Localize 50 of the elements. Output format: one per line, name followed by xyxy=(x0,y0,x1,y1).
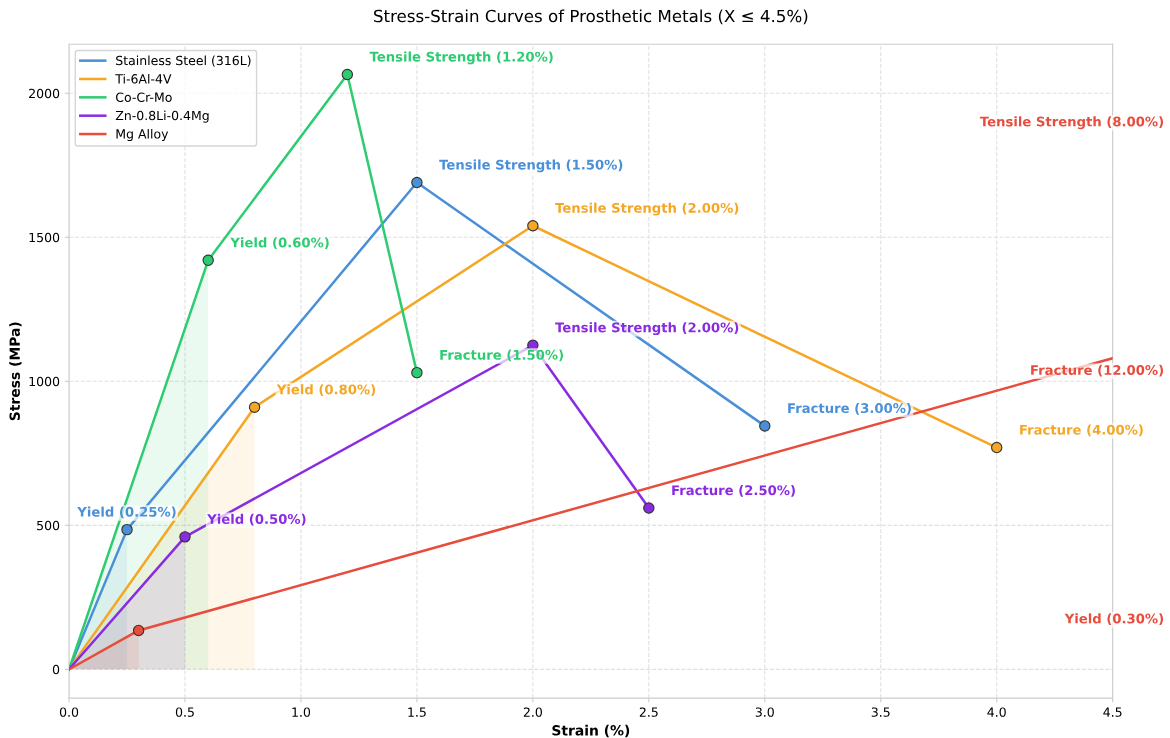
annotation: Tensile Strength (1.20%) xyxy=(369,51,553,65)
y-tick-label: 2000 xyxy=(29,88,60,99)
annotation: Tensile Strength (2.00%) xyxy=(555,322,739,336)
point xyxy=(759,420,771,432)
point xyxy=(411,366,423,379)
y-tick-label: 0 xyxy=(52,664,60,675)
point xyxy=(643,502,655,514)
annotation: Yield (0.30%) xyxy=(1064,613,1164,626)
legend-label: Ti-6Al-4V xyxy=(115,73,172,84)
x-tick-label: 1.0 xyxy=(292,707,311,717)
annotation: Tensile Strength (2.00%) xyxy=(555,202,739,216)
annotation: Yield (0.80%) xyxy=(276,384,376,396)
annotation: Fracture (2.50%) xyxy=(672,485,795,497)
annotation: Fracture (1.50%) xyxy=(440,349,563,362)
x-tick-label: 4.0 xyxy=(987,707,1006,717)
annotation: Fracture (12.00%) xyxy=(1031,364,1164,377)
annotation: Tensile Strength (1.50%) xyxy=(439,159,623,173)
y-tick-label: 1500 xyxy=(29,232,60,243)
point xyxy=(179,531,191,543)
point xyxy=(202,254,214,267)
legend-label: Stainless Steel (316L) xyxy=(116,55,251,67)
legend-label: Mg Alloy xyxy=(116,128,169,142)
point xyxy=(991,441,1003,454)
point xyxy=(341,68,354,81)
annotation: Yield (0.50%) xyxy=(207,513,306,526)
legend-label: Zn-0.8Li-0.4Mg xyxy=(115,110,209,123)
point xyxy=(411,176,423,189)
annotation: Yield (0.60%) xyxy=(230,237,329,250)
x-tick-label: 4.5 xyxy=(1103,707,1122,717)
x-tick-label: 2.5 xyxy=(639,707,658,717)
point xyxy=(132,624,145,637)
x-tick-label: 0.5 xyxy=(175,707,194,717)
annotation: Tensile Strength (8.00%) xyxy=(979,116,1164,130)
x-tick-label: 3.5 xyxy=(871,707,890,717)
point xyxy=(248,401,261,413)
y-tick-label: 500 xyxy=(37,520,60,531)
x-tick-label: 2.0 xyxy=(523,707,542,717)
x-tick-label: 0.0 xyxy=(59,707,79,717)
y-axis-title: Stress (MPa) xyxy=(9,322,22,421)
x-tick-label: 1.5 xyxy=(408,707,426,717)
x-axis-title: Strain (%) xyxy=(552,724,630,738)
chart-title: Stress-Strain Curves of Prosthetic Metals (X ≤ 4.5%) xyxy=(374,9,808,25)
y-tick-label: 1000 xyxy=(29,376,60,387)
legend-label: Co-Cr-Mo xyxy=(115,92,172,102)
annotation: Fracture (4.00%) xyxy=(1020,424,1143,437)
annotation: Yield (0.25%) xyxy=(77,506,176,519)
point xyxy=(527,220,539,232)
x-tick-label: 3.0 xyxy=(755,707,774,717)
point xyxy=(121,523,133,536)
annotation: Fracture (3.00%) xyxy=(788,402,911,415)
